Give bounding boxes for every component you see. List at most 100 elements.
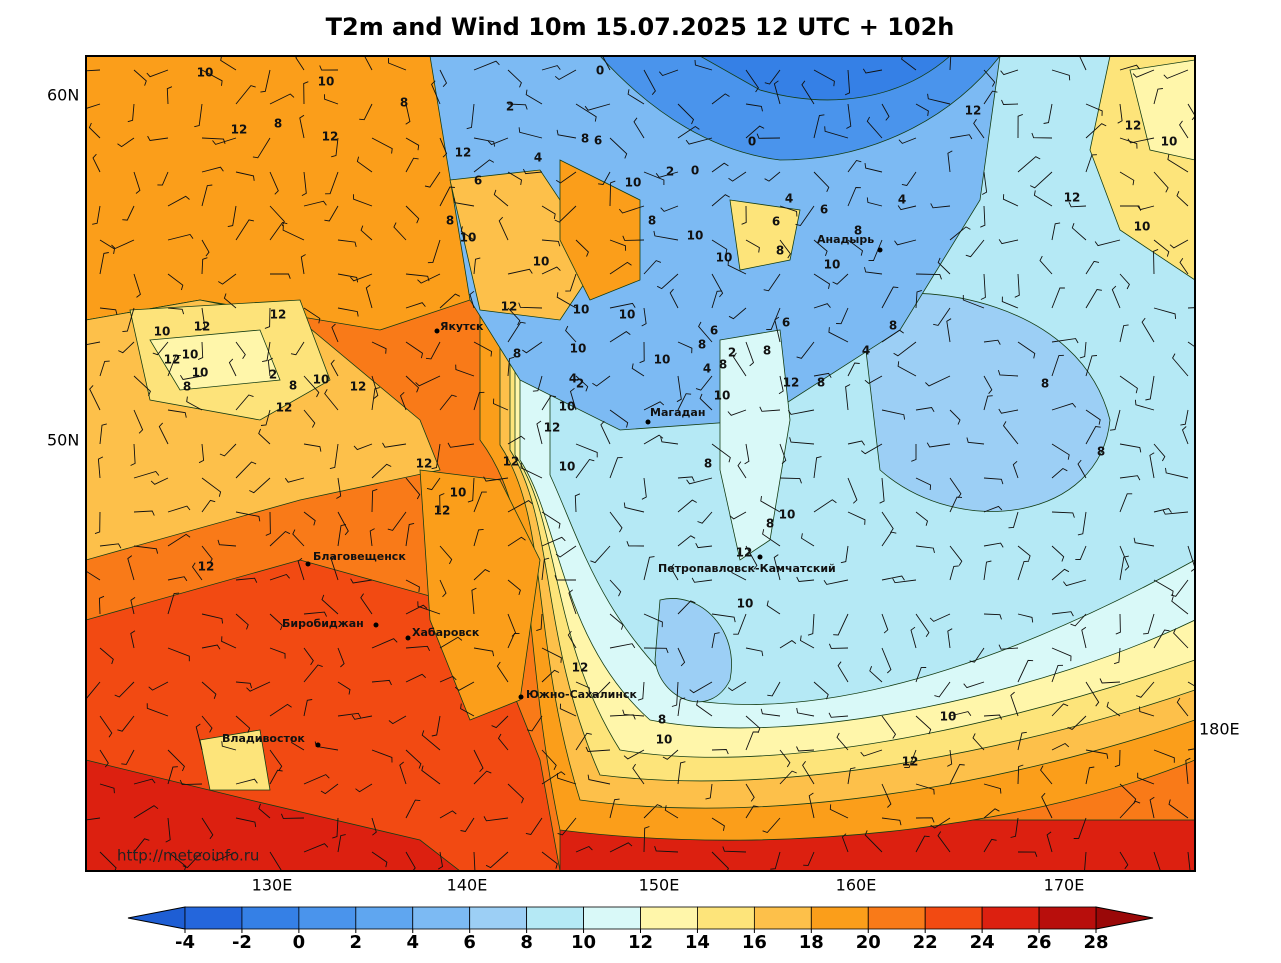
contour-label: 2: [728, 346, 736, 360]
lon-label: 150E: [639, 876, 680, 895]
contour-label: 2: [666, 165, 674, 179]
contour-label: 12: [1064, 191, 1081, 205]
contour-label: 10: [313, 373, 330, 387]
contour-label: 12: [198, 560, 215, 574]
city-name: Хабаровск: [412, 626, 480, 639]
contour-label: 8: [658, 713, 666, 727]
contour-label: 10: [656, 733, 673, 747]
contour-label: 12: [194, 320, 211, 334]
city-name: Южно-Сахалинск: [526, 688, 637, 701]
colorbar-label: -4: [175, 932, 195, 953]
contour-label: 8: [776, 244, 784, 258]
contour-label: 10: [450, 486, 467, 500]
contour-label: 8: [704, 457, 712, 471]
contour-label: 8: [289, 379, 297, 393]
colorbar-box: [526, 906, 584, 930]
contour-label: 12: [572, 661, 589, 675]
contour-label: 12: [783, 376, 800, 390]
contour-label: 8: [763, 344, 771, 358]
contour-label: 8: [698, 338, 706, 352]
contour-label: 0: [691, 164, 699, 178]
contour-label: 10: [824, 258, 841, 272]
colorbar-label: 22: [913, 932, 938, 953]
city-name: Владивосток: [222, 732, 305, 745]
lon-label: 180E: [1199, 720, 1240, 739]
colorbar-box: [298, 906, 357, 930]
contour-label: 8: [766, 517, 774, 531]
colorbar-box: [753, 906, 812, 930]
contour-label: 12: [544, 421, 561, 435]
colorbar-label: 18: [799, 932, 824, 953]
colorbar-box: [583, 906, 641, 930]
contour-label: 10: [559, 460, 576, 474]
contour-label: 10: [716, 251, 733, 265]
colorbar-label: 0: [293, 932, 306, 953]
city-dot: [518, 694, 524, 700]
lat-label: 60N: [47, 86, 79, 105]
contour-label: 12: [276, 401, 293, 415]
source-url: http://meteoinfo.ru: [117, 847, 259, 865]
contour-label: 2: [269, 368, 277, 382]
city-name: Петропавловск-Камчатский: [658, 562, 836, 575]
colorbar: -4 -2 0 2 4 6 8 10 12 14 16 18 20 22 24 26 28: [127, 906, 1154, 953]
colorbar-label: 2: [350, 932, 363, 953]
city-name: Биробиджан: [282, 617, 364, 630]
contour-label: 6: [782, 316, 790, 330]
city-dot: [405, 635, 411, 641]
city-dot: [373, 622, 379, 628]
contour-label: 12: [270, 308, 287, 322]
colorbar-box: [867, 906, 926, 930]
contour-label: 12: [736, 546, 753, 560]
map-frame: [85, 55, 1196, 872]
contour-label: 10: [714, 389, 731, 403]
contour-label: 8: [274, 117, 282, 131]
contour-label: 8: [854, 224, 862, 238]
contour-label: 10: [318, 75, 335, 89]
contour-label: 6: [820, 203, 828, 217]
contour-label: 12: [416, 457, 433, 471]
lon-label: 140E: [447, 876, 488, 895]
city-dot: [305, 561, 311, 567]
colorbar-box: [469, 906, 528, 930]
contour-label: 10: [687, 229, 704, 243]
contour-label: 10: [779, 508, 796, 522]
colorbar-box: [810, 906, 869, 930]
colorbar-box: [241, 906, 300, 930]
contour-label: 8: [817, 376, 825, 390]
colorbar-box: [412, 906, 471, 930]
contour-label: 8: [648, 214, 656, 228]
lon-label: 160E: [836, 876, 877, 895]
contour-label: 8: [719, 358, 727, 372]
contour-label: 12: [501, 300, 518, 314]
colorbar-label: 24: [970, 932, 995, 953]
lon-label: 130E: [252, 876, 293, 895]
contour-label: 12: [231, 123, 248, 137]
contour-label: 10: [940, 710, 957, 724]
colorbar-box: [924, 906, 983, 930]
colorbar-label: 4: [406, 932, 419, 953]
contour-label: 12: [455, 146, 472, 160]
colorbar-label: 26: [1027, 932, 1052, 953]
contour-label: 4: [569, 372, 577, 386]
city-dot: [315, 742, 321, 748]
contour-label: 12: [322, 130, 339, 144]
lon-label: 170E: [1044, 876, 1085, 895]
contour-label: 10: [182, 348, 199, 362]
contour-label: 10: [559, 400, 576, 414]
contour-label: 12: [434, 504, 451, 518]
contour-label: 8: [183, 380, 191, 394]
contour-label: 12: [965, 104, 982, 118]
contour-label: 12: [164, 353, 181, 367]
colorbar-box: [697, 906, 755, 930]
contour-label: 10: [192, 366, 209, 380]
colorbar-label: 6: [463, 932, 476, 953]
contour-label: 8: [1097, 445, 1105, 459]
city-dot: [757, 554, 763, 560]
contour-label: 4: [703, 362, 711, 376]
contour-label: 4: [898, 193, 906, 207]
contour-label: 10: [154, 325, 171, 339]
city-name: Анадырь: [817, 233, 874, 246]
contour-label: 6: [772, 215, 780, 229]
